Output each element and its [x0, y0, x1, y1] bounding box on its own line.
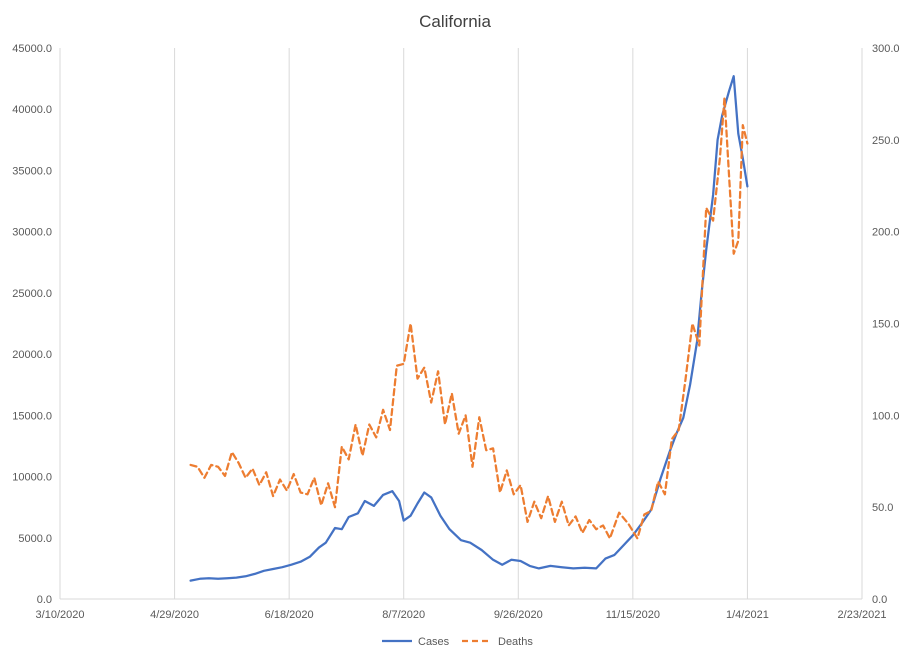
x-tick-label: 4/29/2020: [150, 609, 199, 621]
series-lines: [189, 75, 749, 582]
x-tick-label: 3/10/2020: [36, 609, 85, 621]
y-right-tick-label: 200.0: [872, 227, 900, 239]
y-left-tick-label: 40000.0: [12, 104, 52, 116]
y-left-tick-label: 0.0: [37, 594, 52, 606]
series-line-deaths: [189, 96, 749, 540]
y-right-tick-label: 100.0: [872, 410, 900, 422]
vertical-gridlines: [59, 48, 863, 599]
x-tick-label: 6/18/2020: [265, 609, 314, 621]
y-left-tick-label: 5000.0: [18, 533, 52, 545]
x-tick-label: 11/15/2020: [606, 609, 660, 621]
y-left-tick-label: 20000.0: [12, 349, 52, 361]
y-left-tick-label: 15000.0: [12, 410, 52, 422]
y-right-tick-label: 250.0: [872, 135, 900, 147]
legend-label-deaths: Deaths: [498, 636, 533, 648]
y-right-tick-label: 150.0: [872, 319, 900, 331]
y-left-tick-label: 45000.0: [12, 43, 52, 55]
legend: Cases Deaths: [382, 636, 533, 648]
chart-title: California: [419, 12, 491, 31]
x-tick-label: 9/26/2020: [494, 609, 543, 621]
y-left-tick-label: 25000.0: [12, 288, 52, 300]
y-left-tick-label: 35000.0: [12, 165, 52, 177]
series-line-cases: [189, 75, 749, 582]
y-right-tick-label: 50.0: [872, 502, 893, 514]
y-right-tick-label: 0.0: [872, 594, 887, 606]
y-left-tick-label: 30000.0: [12, 227, 52, 239]
y-left-tick-label: 10000.0: [12, 472, 52, 484]
x-tick-label: 8/7/2020: [382, 609, 425, 621]
axes: 3/10/2020 4/29/2020 6/18/2020 8/7/2020 9/26/…: [12, 43, 899, 621]
y-right-tick-label: 300.0: [872, 43, 900, 55]
legend-label-cases: Cases: [418, 636, 450, 648]
x-tick-label: 1/4/2021: [726, 609, 769, 621]
x-tick-label: 2/23/2021: [838, 609, 887, 621]
